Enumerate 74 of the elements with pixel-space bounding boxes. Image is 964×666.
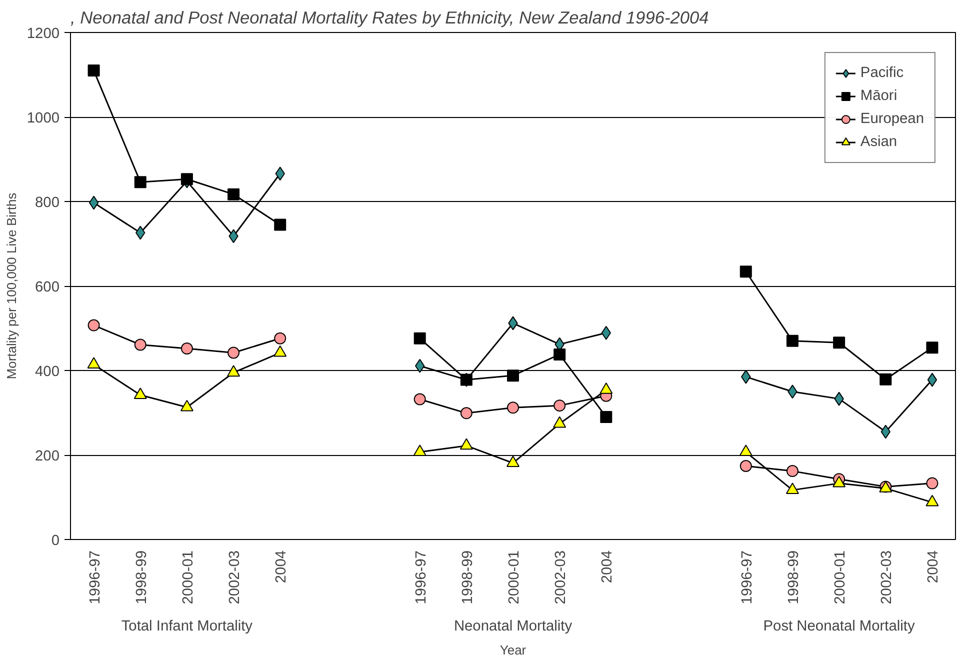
point: [739, 444, 752, 456]
legend-label: European: [860, 111, 924, 127]
point: [786, 334, 798, 347]
x-tick-label: 1998-99: [134, 550, 150, 604]
y-tick-label: 400: [35, 364, 60, 380]
x-tick-label: 2002-03: [879, 550, 896, 604]
x-tick-label: 2002-03: [553, 550, 570, 604]
x-tick-label: 2004: [926, 550, 942, 584]
point: [507, 370, 519, 382]
x-tick-label: 2004: [274, 550, 290, 584]
x-tick-label: 2004: [600, 550, 616, 584]
x-tick-label: 1996-97: [413, 550, 430, 604]
y-axis-title: Mortality per 100,000 Live Births: [4, 192, 19, 380]
point: [506, 456, 520, 467]
point: [88, 64, 100, 77]
point: [832, 476, 846, 488]
x-tick-label: 2000-01: [506, 550, 522, 604]
point: [414, 393, 426, 406]
point: [554, 400, 566, 412]
point: [600, 410, 612, 423]
point: [87, 357, 100, 369]
legend-label: Māori: [860, 88, 898, 104]
point: [180, 173, 193, 186]
point: [926, 477, 938, 490]
point: [926, 342, 938, 354]
point: [740, 460, 752, 472]
point: [88, 319, 100, 332]
point: [180, 342, 193, 355]
x-axis-title: Year: [500, 642, 527, 658]
y-tick-label: 200: [35, 448, 60, 464]
chart-title: , Neonatal and Post Neonatal Mortality Rates by Ethnicity, New Zealand 1996-2004: [70, 8, 709, 28]
text: Post Neonatal Mortality: [763, 618, 916, 634]
point: [414, 332, 426, 344]
point: [88, 196, 99, 210]
point: [274, 332, 286, 344]
point: [134, 176, 146, 188]
point: [833, 336, 846, 349]
point: [413, 444, 426, 456]
text: Total Infant Mortality: [121, 618, 254, 634]
y-tick-label: 800: [35, 195, 60, 211]
point: [134, 338, 146, 351]
x-tick-label: 1996-97: [739, 550, 756, 604]
point: [228, 346, 240, 359]
x-tick-label: 1998-99: [786, 550, 802, 604]
point: [927, 372, 938, 387]
x-tick-label: 2000-01: [832, 550, 849, 604]
legend-label: Pacific: [860, 65, 904, 81]
legend-label: Asian: [860, 134, 898, 150]
point: [786, 482, 799, 494]
x-tick-label: 2000-01: [180, 550, 196, 604]
point: [180, 400, 194, 412]
point: [507, 402, 519, 414]
x-tick-label: 1996-97: [87, 550, 104, 604]
point: [880, 373, 892, 386]
point: [227, 365, 240, 377]
point: [228, 188, 240, 200]
point: [274, 345, 287, 357]
point: [740, 266, 752, 278]
y-tick-label: 1000: [26, 110, 60, 126]
point: [134, 388, 147, 399]
point: [600, 382, 613, 394]
y-tick-label: 0: [51, 533, 60, 549]
point: [460, 407, 472, 420]
text: Neonatal Mortality: [454, 618, 573, 634]
point: [926, 494, 939, 506]
point: [460, 438, 473, 450]
point: [554, 348, 566, 360]
point: [553, 416, 566, 428]
y-tick-label: 600: [35, 280, 60, 296]
x-tick-label: 1998-99: [460, 550, 476, 604]
point: [274, 218, 286, 231]
x-tick-label: 2002-03: [227, 550, 244, 604]
point: [786, 465, 798, 478]
y-tick-label: 1200: [26, 26, 60, 42]
